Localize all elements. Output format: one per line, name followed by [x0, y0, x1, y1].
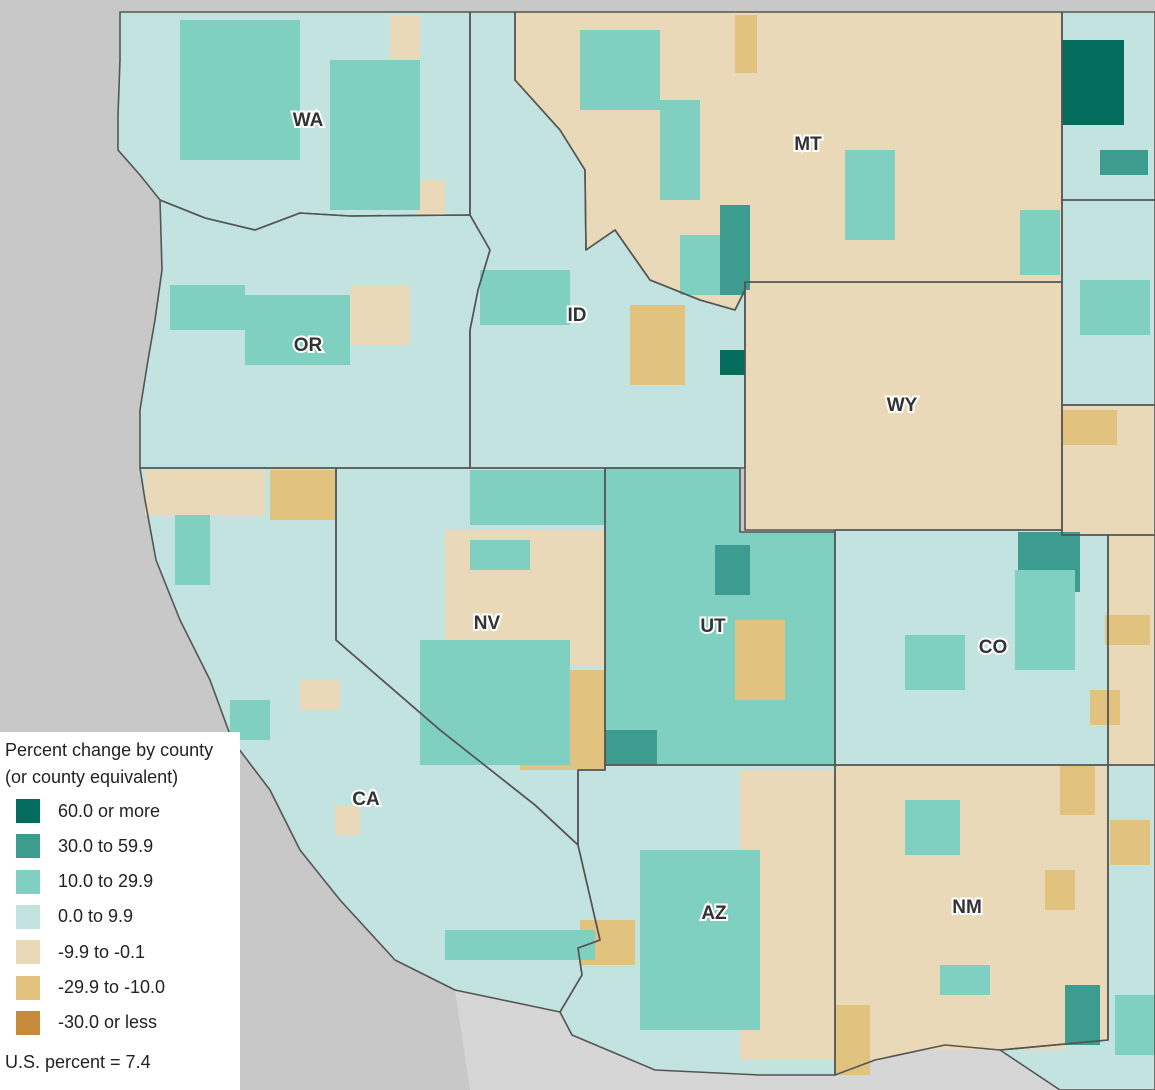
state-border-sd	[1061, 199, 1155, 406]
county-regions	[118, 12, 1155, 1090]
legend-label: 0.0 to 9.9	[58, 906, 134, 927]
state-label-wy: WY	[887, 395, 918, 416]
legend-item: -30.0 or less	[16, 1010, 158, 1035]
state-labels: WA OR CA ID NV MT WY UT CO AZ NM	[291, 108, 1010, 926]
state-border-nd	[1061, 11, 1155, 201]
legend-swatch	[16, 975, 40, 1000]
county-patch	[905, 635, 965, 690]
county-patch	[1105, 615, 1150, 645]
county-patch	[745, 290, 1000, 530]
legend-item: -9.9 to -0.1	[16, 940, 146, 965]
state-area-ks	[1108, 535, 1155, 765]
legend-item: -29.9 to -10.0	[16, 975, 166, 1000]
county-patch	[1020, 210, 1060, 275]
state-borders	[117, 11, 1155, 1090]
county-patch	[1062, 40, 1124, 125]
county-patch	[335, 805, 360, 835]
county-patch	[180, 20, 300, 160]
county-patch	[470, 470, 605, 525]
legend-label: -9.9 to -0.1	[58, 941, 146, 962]
county-patch	[1045, 870, 1075, 910]
legend-label: -29.9 to -10.0	[58, 977, 166, 997]
county-patch	[605, 730, 657, 765]
state-label-id: ID	[568, 305, 587, 326]
legend-swatch	[16, 1010, 40, 1035]
county-patch	[680, 235, 720, 295]
state-label-mt: MT	[794, 134, 822, 155]
legend-item: 0.0 to 9.9	[16, 904, 134, 929]
state-label-az: AZ	[701, 903, 727, 924]
legend-item: 10.0 to 29.9	[16, 869, 154, 894]
county-patch	[515, 15, 575, 85]
county-patch	[1060, 765, 1095, 815]
state-border-az	[559, 764, 836, 1076]
county-patch	[175, 515, 210, 585]
county-patch	[760, 120, 850, 215]
state-border-ne	[1061, 404, 1155, 536]
county-patch	[350, 285, 410, 345]
county-patch	[960, 200, 1020, 280]
county-patch	[735, 620, 785, 700]
county-patch	[845, 150, 895, 240]
county-patch	[630, 305, 685, 385]
county-patch	[1062, 410, 1117, 445]
legend-label: -30.0 or less	[58, 1012, 158, 1033]
county-patch	[1090, 690, 1120, 725]
legend-swatch	[16, 834, 40, 859]
county-patch	[445, 930, 595, 960]
legend-swatch	[16, 940, 40, 965]
county-patch	[245, 295, 350, 365]
county-patch	[1110, 820, 1150, 865]
county-patch	[480, 270, 570, 325]
legend-title: Percent change by county (or county equi…	[5, 740, 214, 787]
county-patch	[1100, 150, 1148, 175]
legend-swatch	[16, 869, 40, 894]
county-patch	[270, 470, 335, 520]
county-patch	[580, 30, 660, 110]
county-patch	[330, 60, 420, 210]
county-patch	[720, 205, 750, 295]
county-patch	[640, 850, 760, 1030]
legend-item: 60.0 or more	[16, 799, 160, 823]
state-label-co: CO	[979, 637, 1008, 658]
legend-label: 60.0 or more	[58, 800, 161, 821]
legend-label: 10.0 to 29.9	[58, 871, 154, 892]
county-patch	[720, 350, 745, 375]
county-patch	[905, 800, 960, 855]
county-patch	[715, 545, 750, 595]
us-percent-note: U.S. percent = 7.4	[5, 1052, 151, 1072]
county-patch	[470, 540, 530, 570]
state-label-or: OR	[294, 335, 323, 356]
county-patch	[735, 15, 757, 73]
county-patch	[1115, 995, 1155, 1055]
legend-swatch	[16, 799, 40, 823]
state-area-ca	[140, 468, 600, 1012]
county-patch	[420, 640, 570, 765]
county-patch	[145, 470, 265, 515]
legend-swatch	[16, 904, 40, 929]
county-patch	[300, 680, 340, 710]
state-border-ks	[1107, 534, 1155, 766]
state-label-ca: CA	[352, 789, 380, 810]
county-patch	[610, 470, 710, 615]
state-label-nv: NV	[474, 613, 501, 634]
legend-item: 30.0 to 59.9	[16, 834, 154, 859]
state-label-wa: WA	[293, 110, 324, 131]
county-patch	[1015, 570, 1075, 670]
county-patch	[1080, 280, 1150, 335]
state-label-nm: NM	[952, 897, 982, 918]
state-label-ut: UT	[700, 616, 726, 637]
county-patch	[940, 965, 990, 995]
map-legend: Percent change by county (or county equi…	[0, 732, 240, 1090]
legend-label: 30.0 to 59.9	[58, 835, 154, 856]
mexico-land	[455, 990, 1060, 1090]
state-border-tx	[999, 764, 1155, 1090]
county-patch	[170, 285, 245, 330]
county-patch	[660, 100, 700, 200]
